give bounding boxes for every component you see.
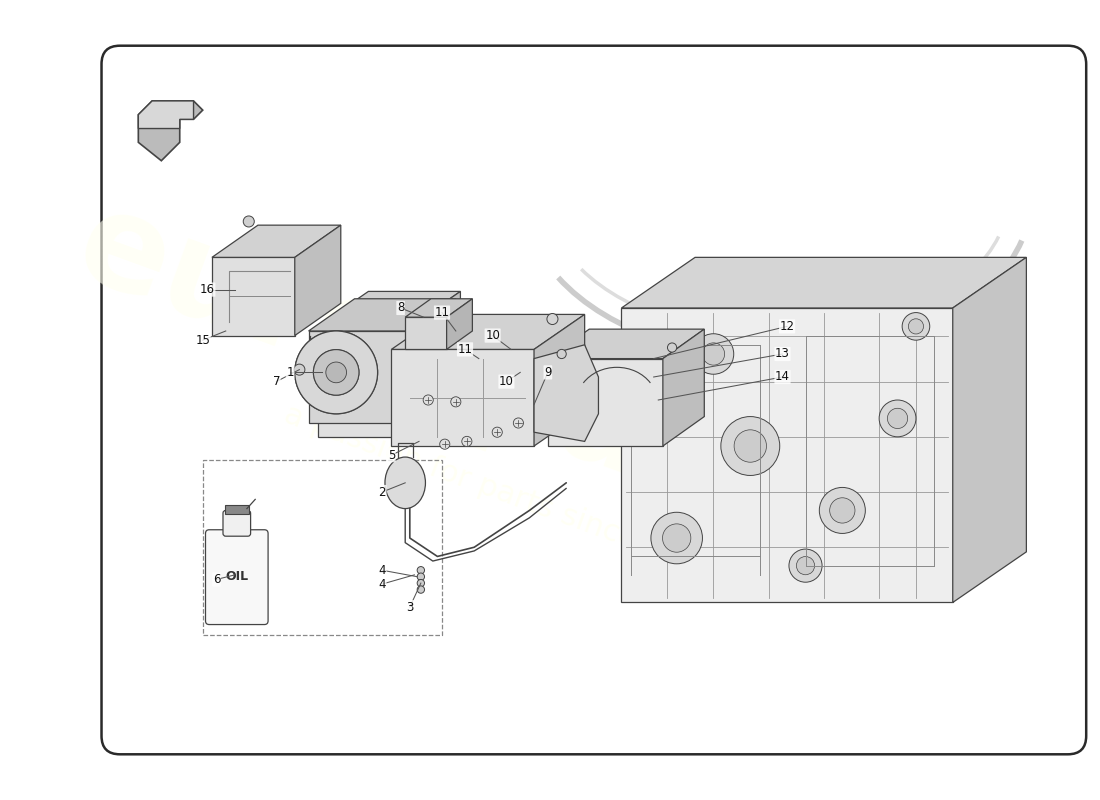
Text: 10: 10 — [499, 375, 514, 388]
Bar — [202, 460, 442, 634]
Polygon shape — [663, 329, 704, 446]
Polygon shape — [309, 298, 455, 331]
Circle shape — [796, 557, 815, 574]
Polygon shape — [621, 258, 1026, 308]
Circle shape — [440, 439, 450, 450]
Text: 1: 1 — [286, 366, 294, 379]
Circle shape — [720, 417, 780, 475]
Polygon shape — [953, 258, 1026, 602]
Circle shape — [547, 314, 558, 325]
Polygon shape — [405, 298, 472, 317]
Text: 8: 8 — [397, 302, 405, 314]
Text: 12: 12 — [780, 320, 794, 333]
Circle shape — [662, 524, 691, 552]
Text: 9: 9 — [544, 366, 551, 379]
Circle shape — [514, 418, 524, 428]
Polygon shape — [534, 345, 598, 442]
Polygon shape — [405, 317, 447, 350]
Text: eurospares: eurospares — [60, 179, 888, 584]
Text: 11: 11 — [458, 343, 473, 356]
Polygon shape — [318, 326, 410, 437]
Circle shape — [734, 430, 767, 462]
Text: 4: 4 — [378, 578, 386, 590]
Text: 3: 3 — [406, 601, 414, 614]
Polygon shape — [392, 350, 534, 446]
Polygon shape — [392, 314, 585, 350]
Bar — [224, 505, 249, 514]
Polygon shape — [309, 331, 410, 423]
Polygon shape — [212, 225, 341, 258]
FancyBboxPatch shape — [206, 530, 268, 625]
Circle shape — [668, 343, 676, 352]
Circle shape — [326, 362, 346, 382]
Text: 13: 13 — [776, 347, 790, 361]
Circle shape — [829, 498, 855, 523]
Polygon shape — [534, 314, 585, 446]
Text: 4: 4 — [378, 564, 386, 577]
Circle shape — [417, 579, 425, 587]
Circle shape — [888, 408, 907, 429]
Polygon shape — [410, 298, 455, 423]
Text: 2: 2 — [378, 486, 386, 498]
Polygon shape — [139, 101, 202, 161]
Circle shape — [879, 400, 916, 437]
Ellipse shape — [385, 457, 426, 509]
Text: 7: 7 — [273, 375, 280, 388]
Circle shape — [243, 216, 254, 227]
Text: OIL: OIL — [226, 570, 249, 583]
Circle shape — [451, 397, 461, 407]
Circle shape — [295, 331, 377, 414]
Polygon shape — [139, 101, 194, 129]
Circle shape — [492, 427, 503, 438]
Text: a passion for parts since 1985: a passion for parts since 1985 — [280, 399, 724, 585]
Text: 10: 10 — [485, 329, 501, 342]
Text: 16: 16 — [200, 283, 214, 296]
Polygon shape — [447, 298, 472, 350]
Circle shape — [295, 331, 377, 414]
Text: 14: 14 — [776, 370, 790, 383]
Text: 6: 6 — [212, 573, 220, 586]
Text: 11: 11 — [434, 306, 450, 319]
Circle shape — [424, 395, 433, 405]
Circle shape — [902, 313, 930, 340]
Circle shape — [557, 350, 566, 358]
Polygon shape — [621, 308, 953, 602]
Polygon shape — [548, 329, 704, 358]
Circle shape — [909, 318, 924, 334]
Circle shape — [294, 364, 305, 375]
Circle shape — [789, 549, 822, 582]
Circle shape — [417, 586, 425, 594]
Polygon shape — [295, 225, 341, 335]
Circle shape — [417, 566, 425, 574]
Polygon shape — [212, 258, 295, 335]
Polygon shape — [410, 291, 461, 437]
Polygon shape — [318, 291, 461, 326]
Circle shape — [693, 334, 734, 374]
Circle shape — [820, 487, 866, 534]
Circle shape — [314, 350, 359, 395]
Polygon shape — [548, 358, 663, 446]
Circle shape — [703, 343, 725, 365]
FancyBboxPatch shape — [223, 510, 251, 536]
Text: 15: 15 — [196, 334, 210, 346]
Text: 5: 5 — [387, 449, 395, 462]
Circle shape — [651, 512, 703, 564]
Circle shape — [462, 436, 472, 446]
Circle shape — [417, 573, 425, 580]
Circle shape — [314, 350, 359, 395]
